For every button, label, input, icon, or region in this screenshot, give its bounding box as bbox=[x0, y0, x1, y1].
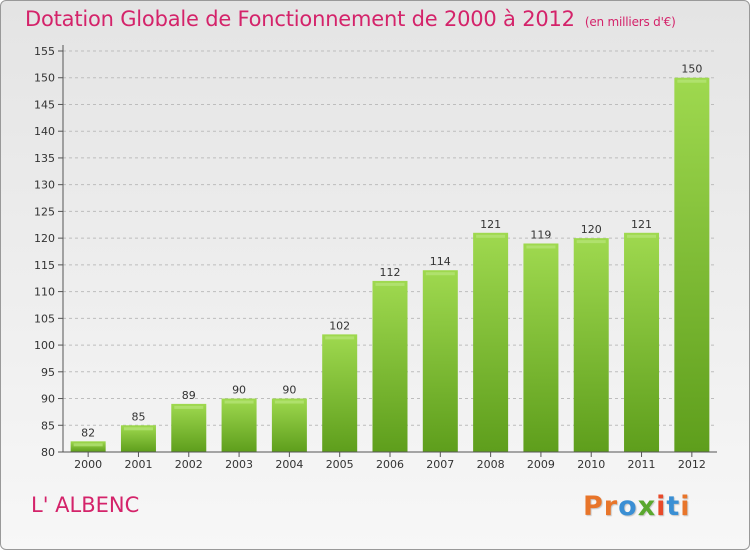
y-tick-label: 100 bbox=[34, 339, 55, 352]
bar bbox=[573, 238, 609, 452]
y-tick-label: 95 bbox=[41, 366, 55, 379]
y-tick-label: 150 bbox=[34, 72, 55, 85]
bar-highlight bbox=[325, 336, 355, 340]
x-tick-label: 2011 bbox=[628, 458, 656, 471]
data-label: 102 bbox=[329, 319, 350, 332]
data-label: 112 bbox=[380, 266, 401, 279]
y-tick-label: 145 bbox=[34, 98, 55, 111]
data-label: 82 bbox=[81, 426, 95, 439]
bar-highlight bbox=[627, 234, 657, 238]
bar bbox=[322, 334, 358, 452]
chart-title: Dotation Globale de Fonctionnement de 20… bbox=[25, 7, 676, 31]
y-tick-label: 125 bbox=[34, 205, 55, 218]
bar bbox=[171, 403, 207, 452]
proxiti-logo[interactable]: Proxiti bbox=[583, 491, 691, 522]
x-tick-label: 2006 bbox=[376, 458, 404, 471]
bar-highlight bbox=[274, 400, 304, 404]
bar-highlight bbox=[73, 443, 103, 447]
data-label: 120 bbox=[581, 223, 602, 236]
bar bbox=[674, 77, 710, 452]
x-tick-label: 2010 bbox=[577, 458, 605, 471]
bar-highlight bbox=[576, 240, 606, 244]
data-label: 85 bbox=[131, 410, 145, 423]
bar-highlight bbox=[526, 245, 556, 249]
x-tick-label: 2003 bbox=[225, 458, 253, 471]
logo-letter: r bbox=[603, 491, 619, 522]
data-label: 90 bbox=[232, 384, 246, 397]
y-tick-label: 140 bbox=[34, 125, 55, 138]
y-tick-label: 135 bbox=[34, 152, 55, 165]
bar bbox=[624, 232, 660, 452]
bar bbox=[473, 232, 509, 452]
commune-name: L' ALBENC bbox=[31, 493, 140, 517]
data-label: 121 bbox=[631, 218, 652, 231]
bar bbox=[221, 398, 257, 452]
x-tick-label: 2000 bbox=[74, 458, 102, 471]
x-tick-label: 2012 bbox=[678, 458, 706, 471]
bar bbox=[523, 243, 559, 452]
bar-highlight bbox=[476, 234, 506, 238]
bar bbox=[271, 398, 307, 452]
y-tick-label: 85 bbox=[41, 419, 55, 432]
data-label: 89 bbox=[182, 389, 196, 402]
logo-letter: o bbox=[618, 491, 638, 522]
data-label: 119 bbox=[530, 228, 551, 241]
y-tick-label: 90 bbox=[41, 393, 55, 406]
y-tick-label: 115 bbox=[34, 259, 55, 272]
bar-highlight bbox=[123, 427, 153, 431]
x-tick-label: 2002 bbox=[175, 458, 203, 471]
x-tick-label: 2009 bbox=[527, 458, 555, 471]
logo-letter: i bbox=[656, 491, 667, 522]
x-tick-label: 2008 bbox=[477, 458, 505, 471]
bar-highlight bbox=[425, 272, 455, 276]
bar-highlight bbox=[677, 79, 707, 83]
y-tick-label: 110 bbox=[34, 286, 55, 299]
y-tick-label: 120 bbox=[34, 232, 55, 245]
units-label: (en milliers d'€) bbox=[584, 15, 676, 29]
x-tick-label: 2004 bbox=[275, 458, 303, 471]
bar-highlight bbox=[375, 282, 405, 286]
y-tick-label: 130 bbox=[34, 179, 55, 192]
x-tick-label: 2001 bbox=[124, 458, 152, 471]
y-tick-label: 155 bbox=[34, 45, 55, 58]
data-label: 114 bbox=[430, 255, 451, 268]
logo-letter: P bbox=[583, 491, 604, 522]
bar-highlight bbox=[224, 400, 254, 404]
y-tick-label: 105 bbox=[34, 312, 55, 325]
x-tick-label: 2007 bbox=[426, 458, 454, 471]
y-tick-label: 80 bbox=[41, 446, 55, 459]
bar bbox=[372, 280, 408, 452]
bar bbox=[70, 441, 106, 452]
x-tick-label: 2005 bbox=[326, 458, 354, 471]
logo-letter: t bbox=[666, 491, 681, 522]
data-label: 150 bbox=[681, 63, 702, 76]
bar bbox=[422, 270, 458, 452]
title-text: Dotation Globale de Fonctionnement de 20… bbox=[25, 7, 575, 31]
data-label: 90 bbox=[282, 384, 296, 397]
logo-letter: i bbox=[680, 491, 691, 522]
bar-highlight bbox=[174, 405, 204, 409]
data-label: 121 bbox=[480, 218, 501, 231]
logo-letter: x bbox=[637, 491, 657, 522]
